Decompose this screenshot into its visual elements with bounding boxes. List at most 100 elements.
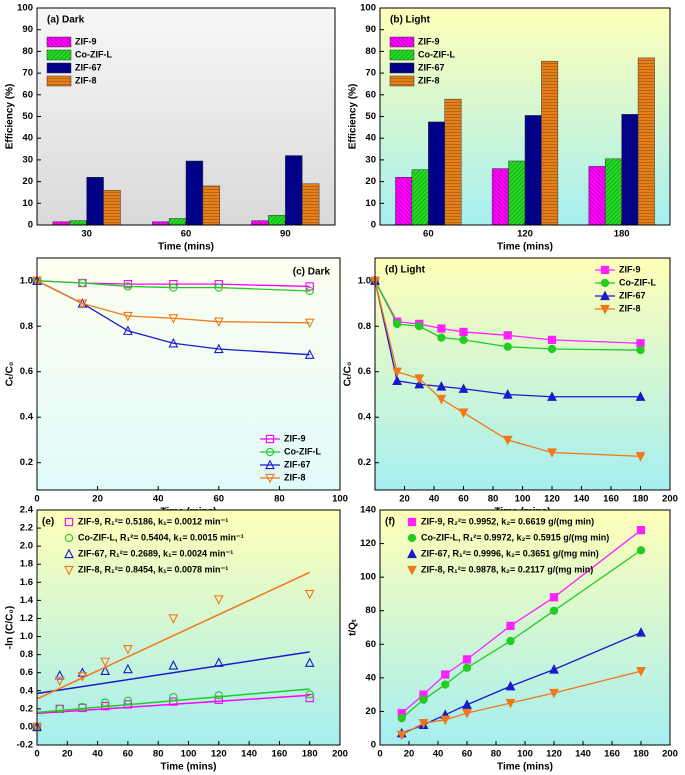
x-tick-label: 80 bbox=[274, 494, 285, 505]
marker bbox=[213, 343, 224, 354]
bar bbox=[588, 166, 606, 226]
plot-background bbox=[375, 258, 670, 490]
marker bbox=[549, 606, 559, 615]
legend-label: Co-ZIF-L, R₁²= 0.5404, k₁= 0.0015 min⁻¹ bbox=[78, 532, 244, 542]
y-tick-label: 1.8 bbox=[20, 559, 33, 570]
marker bbox=[414, 374, 425, 384]
x-tick-label: 180 bbox=[614, 229, 630, 240]
bar bbox=[103, 190, 121, 226]
marker bbox=[123, 280, 133, 289]
marker bbox=[304, 318, 315, 329]
plot-frame bbox=[36, 257, 341, 491]
y-tick-label: 0.4 bbox=[358, 412, 372, 423]
marker bbox=[100, 665, 111, 676]
marker bbox=[304, 589, 315, 600]
x-tick-label: 90 bbox=[280, 229, 291, 240]
marker bbox=[77, 672, 88, 682]
marker bbox=[407, 565, 417, 576]
bar bbox=[301, 183, 320, 226]
series-line bbox=[374, 280, 641, 457]
legend-label: ZIF-67 bbox=[284, 459, 311, 469]
plot-frame bbox=[36, 509, 341, 746]
marker bbox=[441, 670, 450, 679]
x-axis-title: Time (mins) bbox=[158, 242, 214, 253]
marker bbox=[169, 692, 178, 702]
marker bbox=[265, 473, 275, 484]
marker bbox=[64, 517, 74, 527]
marker bbox=[600, 265, 610, 275]
legend-label: ZIF-8 bbox=[619, 303, 641, 313]
x-tick-label: 160 bbox=[604, 749, 620, 760]
x-tick-label: 60 bbox=[458, 494, 469, 505]
y-tick-label: 140 bbox=[360, 505, 376, 516]
legend-label: ZIF-9 bbox=[75, 36, 97, 46]
marker bbox=[122, 325, 133, 335]
legend-label: Co-ZIF-L, R₁²= 0.9972, k₂= 0.5915 g/(mg … bbox=[421, 532, 609, 542]
y-tick-label: 60 bbox=[22, 89, 33, 100]
y-tick-label: 80 bbox=[22, 46, 33, 57]
y-tick-label: 40 bbox=[365, 672, 376, 683]
legend-swatch bbox=[46, 36, 72, 48]
legend-label: ZIF-8 bbox=[418, 75, 440, 85]
x-tick-label: 60 bbox=[423, 229, 434, 240]
marker bbox=[54, 669, 65, 680]
marker bbox=[502, 435, 513, 446]
legend-label: ZIF-67, R₁²= 0.2689, k₁= 0.0024 min⁻¹ bbox=[78, 548, 233, 558]
x-tick-label: 40 bbox=[92, 749, 103, 760]
y-axis-title: t/Qₜ bbox=[348, 619, 359, 636]
x-axis-title: Time (mins) bbox=[161, 762, 217, 773]
bar bbox=[637, 57, 655, 226]
bar bbox=[444, 98, 462, 226]
y-tick-label: 70 bbox=[22, 68, 33, 79]
x-tick-label: 100 bbox=[517, 749, 533, 760]
marker bbox=[635, 452, 646, 462]
y-tick-label: 30 bbox=[365, 154, 376, 165]
y-tick-label: 0.6 bbox=[20, 366, 33, 377]
marker bbox=[265, 434, 275, 444]
marker bbox=[462, 655, 472, 664]
y-tick-label: 1.0 bbox=[20, 275, 33, 286]
x-tick-label: 0 bbox=[377, 749, 382, 760]
x-tick-label: 180 bbox=[633, 494, 649, 505]
marker bbox=[437, 333, 446, 342]
y-tick-label: 0.6 bbox=[358, 366, 371, 377]
y-tick-label: 60 bbox=[365, 639, 376, 650]
y-tick-label: 50 bbox=[365, 111, 376, 122]
marker bbox=[547, 344, 557, 354]
x-tick-label: 60 bbox=[462, 749, 473, 760]
series-line bbox=[36, 280, 310, 324]
y-tick-label: 0.2 bbox=[20, 457, 33, 468]
y-tick-label: 100 bbox=[17, 3, 33, 14]
bar bbox=[268, 214, 286, 226]
y-tick-label: 1.0 bbox=[358, 275, 371, 286]
marker bbox=[505, 680, 516, 691]
x-tick-label: 200 bbox=[662, 494, 678, 505]
marker bbox=[304, 349, 315, 359]
x-tick-label: 200 bbox=[332, 749, 348, 760]
x-tick-label: 160 bbox=[603, 494, 619, 505]
marker bbox=[437, 324, 446, 333]
y-tick-label: 0.8 bbox=[20, 649, 33, 660]
x-tick-label: 0 bbox=[34, 749, 39, 760]
marker bbox=[502, 389, 513, 399]
legend-label: ZIF-8, R₁²= 0.9878, k₂= 0.2117 g/(mg min… bbox=[421, 564, 593, 574]
marker bbox=[305, 690, 314, 699]
x-tick-label: 120 bbox=[211, 749, 227, 760]
y-tick-label: 0 bbox=[371, 740, 376, 751]
marker bbox=[213, 317, 224, 328]
marker bbox=[168, 660, 179, 670]
panel-title: (a) Dark bbox=[47, 15, 85, 26]
marker bbox=[392, 375, 403, 385]
y-tick-label: 1.6 bbox=[20, 577, 33, 588]
plot-frame bbox=[379, 509, 671, 746]
y-tick-label: 80 bbox=[365, 605, 376, 616]
marker bbox=[123, 696, 133, 705]
y-tick-label: 120 bbox=[360, 538, 376, 549]
legend-swatch bbox=[46, 75, 72, 87]
marker bbox=[407, 548, 417, 559]
x-tick-label: 160 bbox=[271, 749, 287, 760]
bar bbox=[86, 177, 104, 226]
x-tick-label: 60 bbox=[123, 749, 134, 760]
panel-title: (f) bbox=[385, 517, 395, 528]
marker bbox=[441, 680, 450, 689]
